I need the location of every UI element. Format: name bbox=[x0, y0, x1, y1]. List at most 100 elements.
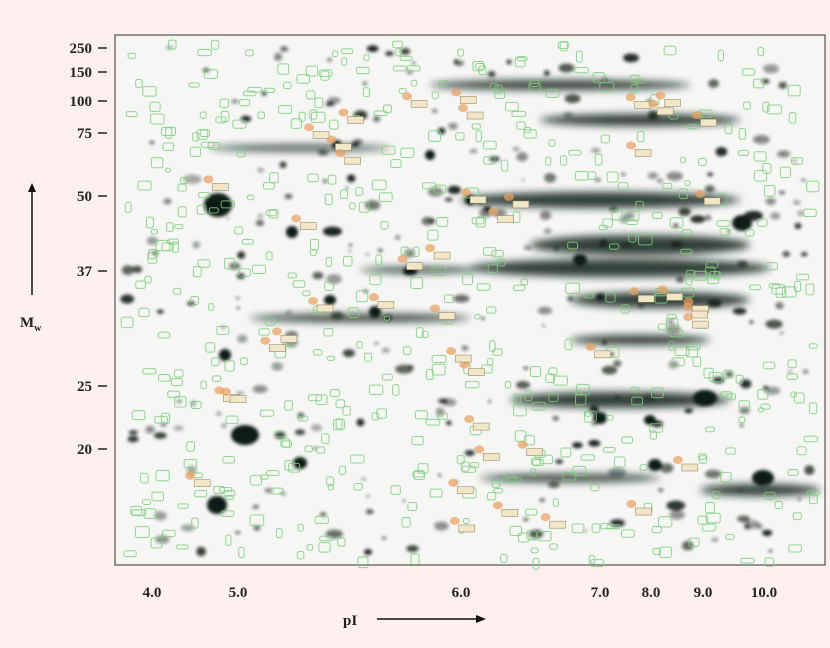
spot bbox=[378, 248, 383, 253]
spot bbox=[620, 172, 626, 176]
spot-outline bbox=[225, 494, 235, 501]
spot bbox=[192, 241, 201, 249]
spot-outline bbox=[793, 392, 805, 404]
spot bbox=[541, 324, 545, 328]
spot-outline bbox=[559, 40, 568, 52]
x-tick-label: 7.0 bbox=[591, 585, 610, 601]
spot bbox=[365, 509, 374, 515]
spot-outline bbox=[787, 84, 801, 97]
spot bbox=[154, 511, 167, 521]
spot-outline bbox=[686, 124, 698, 130]
spot-outline bbox=[725, 447, 736, 455]
spot bbox=[438, 474, 442, 477]
spot-outline bbox=[545, 373, 555, 383]
spot-outline bbox=[685, 273, 693, 286]
spot-tag bbox=[634, 149, 652, 157]
x-tick-label: 10.0 bbox=[751, 585, 777, 601]
spot bbox=[667, 319, 674, 325]
spot bbox=[659, 463, 674, 474]
spot bbox=[787, 370, 792, 374]
spot bbox=[444, 197, 453, 202]
spot bbox=[402, 499, 406, 502]
spot-outline bbox=[306, 544, 314, 551]
spot-outline bbox=[425, 418, 441, 426]
spot bbox=[744, 524, 750, 530]
spot bbox=[752, 134, 770, 144]
spot-outline bbox=[401, 516, 411, 528]
spot-outline bbox=[383, 104, 392, 114]
spot-outline bbox=[702, 523, 717, 532]
spot bbox=[797, 497, 801, 501]
spot-outline bbox=[456, 455, 465, 465]
matched-spot bbox=[459, 360, 470, 369]
spot-outline bbox=[135, 280, 147, 289]
spot-outline bbox=[274, 431, 285, 438]
spot-tag bbox=[664, 99, 681, 107]
matched-spot bbox=[626, 500, 637, 509]
spot-tag bbox=[691, 310, 708, 319]
spot-outline bbox=[329, 389, 341, 397]
spot-outline bbox=[796, 446, 807, 456]
spot-outline bbox=[688, 537, 700, 547]
spot-outline bbox=[678, 188, 688, 200]
matched-spot bbox=[304, 123, 315, 132]
spot-outline bbox=[649, 423, 664, 433]
spot-outline bbox=[725, 533, 735, 540]
spot-outline bbox=[790, 391, 797, 398]
spot-outline bbox=[197, 48, 212, 57]
spot-outline bbox=[410, 553, 420, 565]
spot bbox=[448, 122, 458, 130]
spot-outline bbox=[258, 328, 270, 336]
spot bbox=[153, 432, 167, 439]
spot-outline bbox=[321, 433, 330, 444]
y-label-main: M bbox=[20, 315, 34, 331]
spot-outline bbox=[428, 130, 442, 142]
spot bbox=[523, 366, 529, 370]
spot bbox=[236, 306, 240, 309]
spot-outline bbox=[472, 60, 485, 72]
spot-outline bbox=[312, 349, 323, 356]
spot bbox=[643, 393, 656, 403]
spot-outline bbox=[264, 318, 276, 326]
spot-outline bbox=[639, 464, 648, 471]
spot-outline bbox=[364, 352, 372, 362]
spot-outline bbox=[760, 403, 771, 410]
spot bbox=[756, 523, 763, 530]
spot-outline bbox=[658, 516, 673, 528]
spot-outline bbox=[600, 134, 610, 144]
spot bbox=[406, 545, 419, 552]
spot bbox=[373, 115, 381, 123]
spot-tag bbox=[193, 479, 211, 487]
spot-outline bbox=[530, 547, 539, 554]
matched-spot bbox=[691, 111, 702, 120]
spot-outline bbox=[203, 69, 219, 79]
spot-outline bbox=[402, 346, 412, 356]
spot-outline bbox=[429, 488, 443, 498]
spot bbox=[684, 408, 693, 414]
spot-outline bbox=[210, 39, 220, 50]
spot-tag bbox=[299, 222, 317, 230]
spot-outline bbox=[400, 147, 415, 159]
spot bbox=[461, 345, 469, 351]
x-arrow-head bbox=[476, 615, 486, 623]
axes: 250 150 100 75 50 37 25 20 4.0 5.0 6.0 7.0 8.0 9.0 10.… bbox=[70, 41, 778, 601]
spot bbox=[311, 424, 323, 432]
spot-outline bbox=[530, 366, 542, 377]
spot-outline bbox=[200, 141, 215, 148]
spot-outline bbox=[415, 327, 424, 338]
spot-tag bbox=[459, 96, 477, 104]
spot-outline bbox=[790, 157, 804, 165]
spot-outline bbox=[636, 130, 645, 143]
spot-outline bbox=[629, 74, 641, 83]
spot-outline bbox=[806, 180, 820, 193]
spot-outline bbox=[150, 157, 164, 169]
spot-outline bbox=[327, 174, 337, 185]
spot-outline bbox=[211, 375, 222, 382]
spot-outline bbox=[232, 119, 247, 129]
matched-spot bbox=[397, 254, 408, 263]
spot-outline bbox=[166, 222, 174, 232]
spot bbox=[326, 57, 333, 62]
matched-spot bbox=[626, 141, 637, 150]
spot-outline bbox=[134, 526, 150, 538]
spot-outline bbox=[417, 463, 429, 474]
